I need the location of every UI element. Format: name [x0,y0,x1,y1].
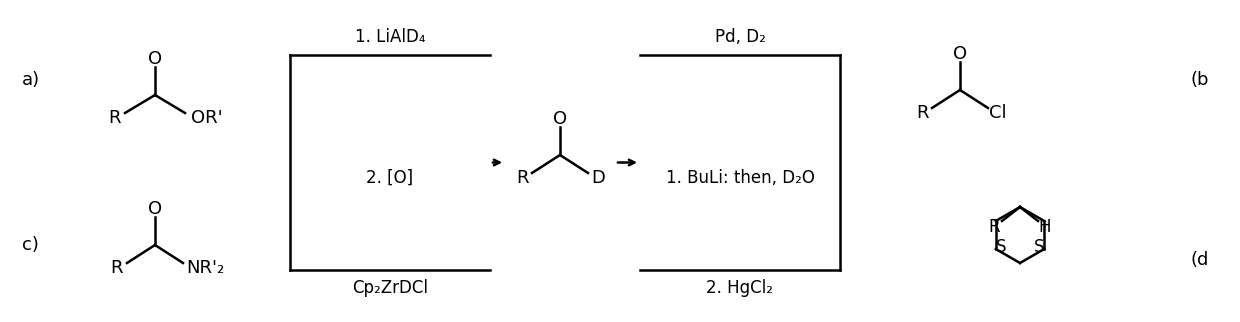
Text: R: R [516,169,528,187]
Text: (b: (b [1190,71,1209,89]
Text: S: S [996,238,1006,256]
Text: O: O [553,110,567,128]
Text: Cp₂ZrDCl: Cp₂ZrDCl [352,279,428,297]
Text: R: R [988,218,999,236]
Text: OR': OR' [191,109,223,127]
Text: S: S [1034,238,1044,256]
Text: R: R [110,259,123,277]
Text: (d: (d [1190,251,1208,269]
Text: a): a) [22,71,40,89]
Text: 1. LiAlD₄: 1. LiAlD₄ [355,28,425,46]
Text: c): c) [22,236,38,254]
Text: O: O [148,50,162,68]
Text: 2. HgCl₂: 2. HgCl₂ [707,279,774,297]
Text: R: R [916,104,929,122]
Text: R: R [109,109,122,127]
Text: D: D [591,169,605,187]
Text: H: H [1039,218,1052,236]
Text: NR'₂: NR'₂ [186,259,224,277]
Text: Cl: Cl [990,104,1007,122]
Text: O: O [148,200,162,218]
Text: O: O [952,45,967,63]
Text: 2. [O]: 2. [O] [367,168,414,186]
Text: Pd, D₂: Pd, D₂ [714,28,765,46]
Text: 1. BuLi: then, D₂O: 1. BuLi: then, D₂O [666,168,815,186]
